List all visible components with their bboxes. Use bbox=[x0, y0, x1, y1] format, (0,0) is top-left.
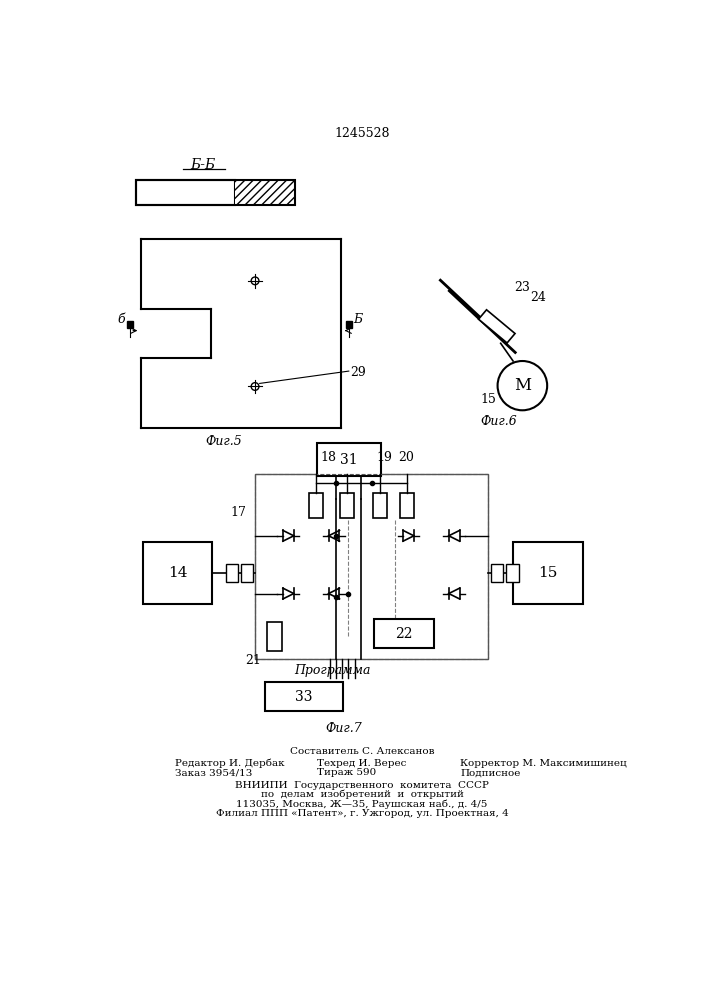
Text: 17: 17 bbox=[230, 506, 246, 519]
Bar bbox=[143, 542, 212, 604]
Text: 24: 24 bbox=[530, 291, 546, 304]
Text: 23: 23 bbox=[514, 281, 530, 294]
Text: Фиг.7: Фиг.7 bbox=[326, 722, 363, 735]
Bar bbox=[373, 619, 434, 648]
Text: Тираж 590: Тираж 590 bbox=[317, 768, 376, 777]
Text: 113035, Москва, Ж—35, Раушская наб., д. 4/5: 113035, Москва, Ж—35, Раушская наб., д. … bbox=[236, 799, 488, 809]
Bar bbox=[317, 443, 380, 476]
Bar bbox=[506, 564, 518, 582]
Bar bbox=[136, 180, 235, 205]
Text: 15: 15 bbox=[480, 393, 496, 406]
Text: 19: 19 bbox=[377, 451, 392, 464]
Text: Заказ 3954/13: Заказ 3954/13 bbox=[175, 768, 252, 777]
Text: 22: 22 bbox=[395, 627, 413, 641]
Bar bbox=[226, 564, 238, 582]
Bar bbox=[267, 622, 282, 651]
Text: Б-Б: Б-Б bbox=[190, 158, 216, 172]
Text: 15: 15 bbox=[538, 566, 558, 580]
Text: 20: 20 bbox=[399, 451, 414, 464]
Text: Составитель С. Алексанов: Составитель С. Алексанов bbox=[290, 747, 434, 756]
Text: Фиг.5: Фиг.5 bbox=[206, 435, 243, 448]
Bar bbox=[309, 493, 323, 518]
Text: Б: Б bbox=[354, 313, 363, 326]
Text: Фиг.6: Фиг.6 bbox=[481, 415, 518, 428]
Text: ВНИИПИ  Государственного  комитета  СССР: ВНИИПИ Государственного комитета СССР bbox=[235, 781, 489, 790]
Bar bbox=[491, 564, 503, 582]
Text: М: М bbox=[514, 377, 531, 394]
Bar bbox=[235, 180, 296, 205]
Text: Программа: Программа bbox=[294, 664, 370, 677]
Text: Корректор М. Максимишинец: Корректор М. Максимишинец bbox=[460, 759, 627, 768]
Text: 29: 29 bbox=[351, 366, 366, 379]
Text: 21: 21 bbox=[245, 654, 261, 667]
Bar bbox=[265, 682, 343, 711]
Bar bbox=[346, 321, 352, 328]
Circle shape bbox=[251, 277, 259, 285]
Text: 18: 18 bbox=[320, 451, 337, 464]
Bar bbox=[255, 474, 488, 659]
Polygon shape bbox=[479, 310, 515, 343]
Circle shape bbox=[498, 361, 547, 410]
Text: Филиал ППП «Патент», г. Ужгород, ул. Проектная, 4: Филиал ППП «Патент», г. Ужгород, ул. Про… bbox=[216, 808, 508, 818]
Bar bbox=[340, 493, 354, 518]
Bar bbox=[400, 493, 414, 518]
Text: Редактор И. Дербак: Редактор И. Дербак bbox=[175, 759, 285, 768]
Bar bbox=[513, 542, 583, 604]
Text: 31: 31 bbox=[340, 453, 358, 467]
Text: б: б bbox=[117, 313, 124, 326]
Bar bbox=[127, 321, 134, 328]
Circle shape bbox=[251, 383, 259, 390]
Text: по  делам  изобретений  и  открытий: по делам изобретений и открытий bbox=[260, 790, 463, 799]
Text: 33: 33 bbox=[295, 690, 312, 704]
Text: Подписное: Подписное bbox=[460, 768, 521, 777]
Text: Техред И. Верес: Техред И. Верес bbox=[317, 759, 407, 768]
Text: 14: 14 bbox=[168, 566, 187, 580]
Bar bbox=[136, 180, 296, 205]
Text: 1245528: 1245528 bbox=[334, 127, 390, 140]
Bar bbox=[241, 564, 253, 582]
Bar bbox=[373, 493, 387, 518]
